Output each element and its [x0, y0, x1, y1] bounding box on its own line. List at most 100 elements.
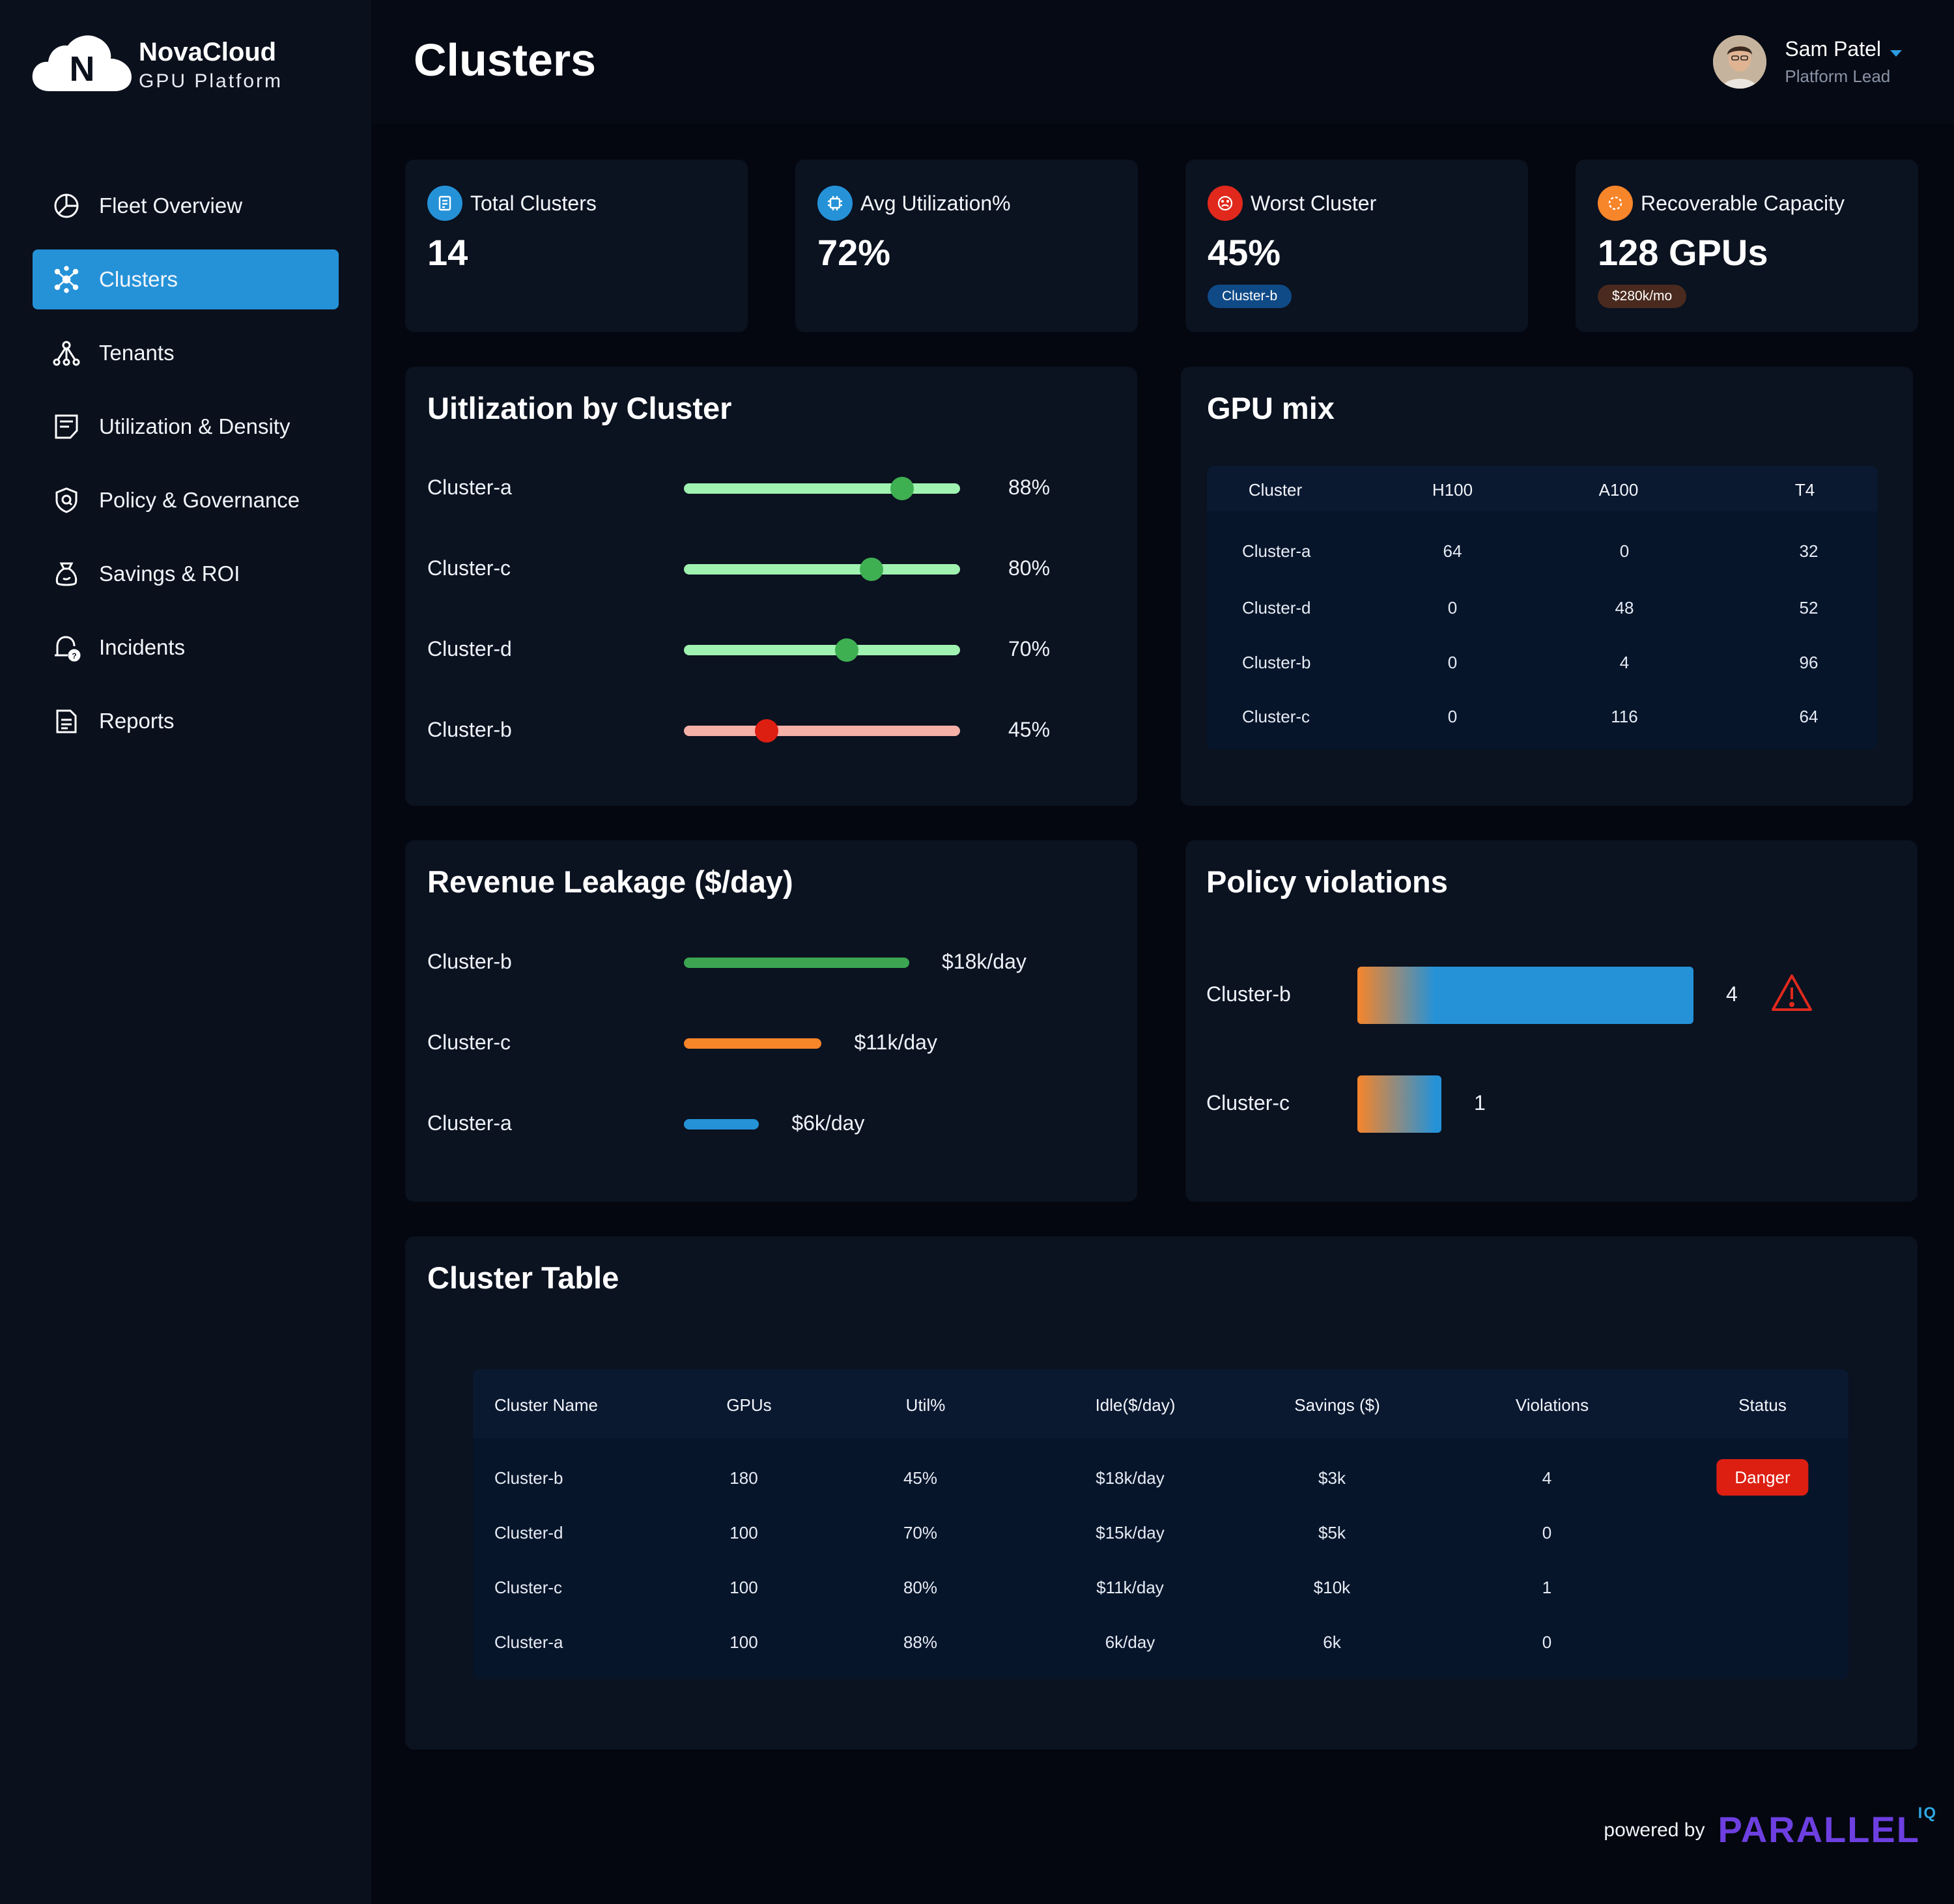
cluster-label: Cluster-c — [427, 1030, 511, 1054]
table-cell-violations: 0 — [1542, 1632, 1552, 1652]
table-cell: 4 — [1619, 653, 1630, 672]
kpi-card-recoverable-capacity: Recoverable Capacity 128 GPUs $280k/mo — [1576, 160, 1918, 332]
table-row[interactable] — [473, 1613, 1848, 1668]
sidebar-item-label: Utilization & Density — [99, 414, 290, 438]
column-header: Savings ($) — [1294, 1395, 1380, 1415]
sidebar: N NovaCloud GPU Platform Fleet Overview … — [0, 0, 371, 1904]
kpi-value: 72% — [817, 232, 891, 273]
sidebar-nav: Fleet Overview Clusters Tenants Utilizat… — [33, 176, 339, 765]
cluster-table-card: Cluster Table Cluster Name GPUs Util% Idle(… — [405, 1236, 1918, 1750]
chevron-down-icon[interactable] — [1890, 50, 1902, 57]
table-cell-gpus: 100 — [729, 1523, 758, 1542]
table-cell: 0 — [1447, 598, 1458, 618]
utilization-track — [684, 645, 960, 655]
column-header: H100 — [1432, 480, 1473, 500]
kpi-value: 45% — [1208, 232, 1281, 273]
table-cell-violations: 1 — [1542, 1578, 1552, 1597]
kpi-title: Worst Cluster — [1251, 191, 1377, 215]
table-cell-idle: $11k/day — [1096, 1578, 1164, 1597]
parallel-iq-logo[interactable]: PARALLEL IQ — [1718, 1804, 1936, 1851]
policy-violations-card: Policy violations Cluster-b 4 Cluster-c 1 — [1185, 840, 1918, 1202]
column-header: GPUs — [726, 1395, 772, 1415]
utilization-track — [684, 726, 960, 736]
leakage-value: $6k/day — [791, 1111, 865, 1135]
card-title: Policy violations — [1206, 864, 1448, 899]
table-cell: 64 — [1799, 707, 1819, 726]
sidebar-item-fleet-overview[interactable]: Fleet Overview — [33, 176, 339, 236]
cluster-label: Cluster-a — [427, 1111, 512, 1135]
utilization-slider-knob[interactable] — [835, 638, 859, 662]
kpi-title: Total Clusters — [470, 191, 597, 215]
user-menu[interactable]: Sam Patel Platform Lead — [1713, 34, 1902, 90]
table-header — [1207, 466, 1878, 511]
kpi-value: 14 — [427, 232, 468, 273]
svg-text:?: ? — [72, 651, 76, 661]
cluster-chip[interactable]: Cluster-b — [1208, 285, 1292, 308]
table-cell-gpus: 100 — [729, 1632, 758, 1652]
cluster-label: Cluster-b — [1206, 982, 1291, 1006]
gpu-mix-card: GPU mix Cluster H100 A100 T4 Cluster-a 6… — [1181, 367, 1913, 806]
leakage-bar — [684, 1038, 822, 1049]
kpi-title: Avg Utilization% — [860, 191, 1011, 215]
table-cell-util: 45% — [903, 1468, 938, 1488]
logo-letter: N — [70, 50, 95, 89]
leakage-bar — [684, 1119, 759, 1130]
chip-icon — [817, 186, 853, 221]
kpi-card-total-clusters: Total Clusters 14 — [405, 160, 748, 332]
alert-person-icon: ? — [51, 632, 82, 663]
utilization-slider-knob[interactable] — [860, 558, 884, 581]
sidebar-item-utilization-density[interactable]: Utilization & Density — [33, 397, 339, 457]
utilization-slider-knob[interactable] — [890, 477, 914, 500]
user-name: Sam Patel — [1785, 37, 1881, 61]
table-cell-savings: 6k — [1323, 1632, 1341, 1652]
sidebar-item-incidents[interactable]: ? Incidents — [33, 618, 339, 677]
warning-icon[interactable] — [1770, 973, 1813, 1014]
sidebar-item-reports[interactable]: Reports — [33, 691, 339, 751]
top-header: Clusters Sam Patel Platform Lead — [371, 0, 1954, 124]
table-cell-savings: $5k — [1318, 1523, 1346, 1542]
column-header: Idle($/day) — [1095, 1395, 1176, 1415]
table-cell: Cluster-b — [1242, 653, 1311, 672]
sidebar-item-tenants[interactable]: Tenants — [33, 323, 339, 383]
utilization-slider-knob[interactable] — [755, 719, 779, 743]
leakage-value: $18k/day — [942, 950, 1027, 973]
money-bag-icon — [51, 558, 82, 590]
utilization-track — [684, 483, 960, 494]
logo-text: PARALLEL — [1718, 1809, 1920, 1850]
status-badge: Danger — [1716, 1459, 1809, 1496]
violation-count: 4 — [1726, 982, 1738, 1006]
avatar[interactable] — [1713, 35, 1767, 89]
table-cell-savings: $3k — [1318, 1468, 1346, 1488]
powered-by-text: powered by — [1604, 1819, 1705, 1841]
server-icon — [427, 186, 462, 221]
table-cell-savings: $10k — [1313, 1578, 1351, 1597]
sidebar-item-savings-roi[interactable]: Savings & ROI — [33, 544, 339, 604]
utilization-card: Uitlization by Cluster Cluster-a 88% Clust… — [405, 367, 1137, 806]
cluster-label: Cluster-c — [1206, 1091, 1290, 1115]
sidebar-item-label: Incidents — [99, 635, 186, 659]
brand-subtitle: GPU Platform — [139, 70, 283, 92]
table-cell-util: 70% — [903, 1523, 938, 1542]
sidebar-item-label: Reports — [99, 709, 175, 733]
violation-bar — [1357, 967, 1693, 1024]
sidebar-item-clusters[interactable]: Clusters — [33, 249, 339, 309]
sad-face-icon — [1208, 186, 1243, 221]
kpi-card-worst-cluster: Worst Cluster 45% Cluster-b — [1185, 160, 1528, 332]
table-cell-util: 88% — [903, 1632, 938, 1652]
table-cell-util: 80% — [903, 1578, 938, 1597]
sidebar-item-policy-governance[interactable]: Policy & Governance — [33, 470, 339, 530]
cluster-label: Cluster-d — [427, 637, 512, 661]
violation-bar — [1357, 1075, 1441, 1133]
table-cell: Cluster-c — [1242, 707, 1310, 726]
footer: powered by PARALLEL IQ — [1604, 1804, 1936, 1851]
table-cell: 96 — [1799, 653, 1819, 672]
table-cell-idle: $15k/day — [1096, 1523, 1165, 1542]
column-header: Cluster Name — [494, 1395, 598, 1415]
table-cell-cluster-name: Cluster-d — [494, 1523, 563, 1542]
table-cell-gpus: 180 — [729, 1468, 758, 1488]
table-cell: Cluster-a — [1242, 541, 1311, 561]
cluster-label: Cluster-c — [427, 556, 511, 580]
brand[interactable]: N NovaCloud GPU Platform — [31, 33, 344, 98]
table-cell: Cluster-d — [1242, 598, 1311, 618]
table-cell-violations: 4 — [1542, 1468, 1552, 1488]
